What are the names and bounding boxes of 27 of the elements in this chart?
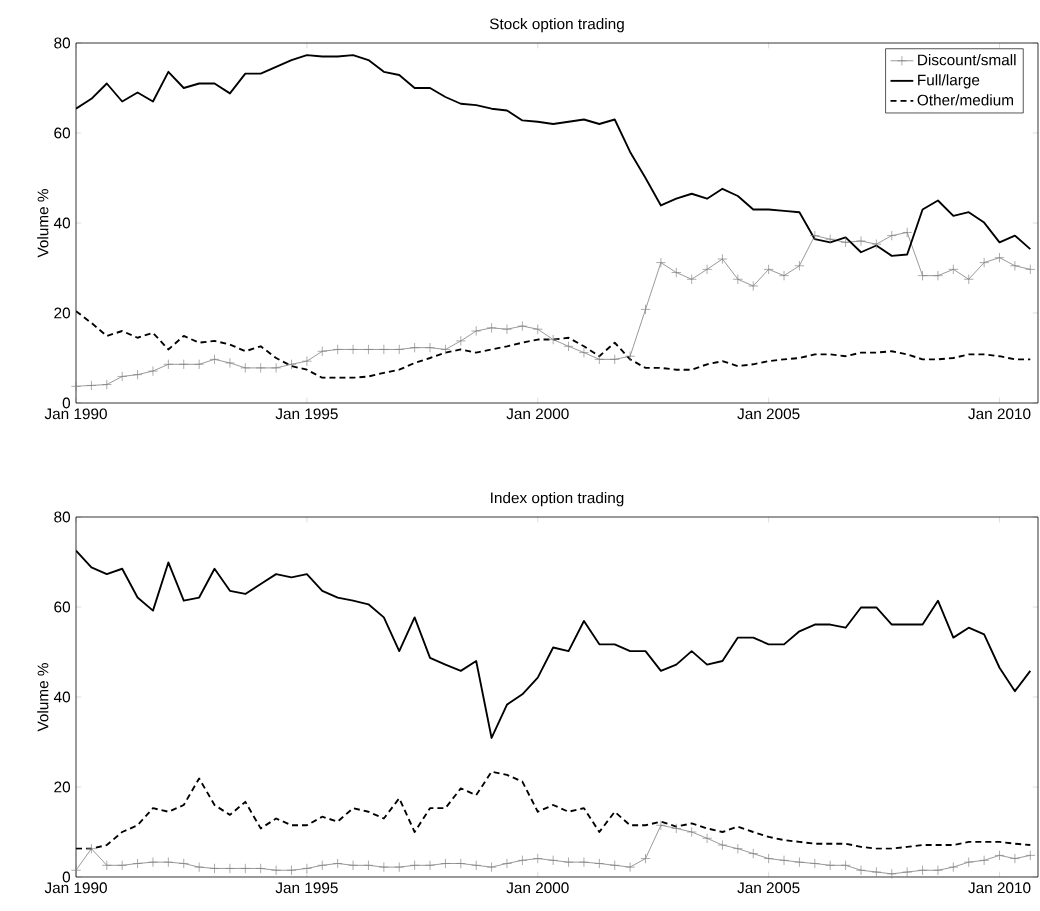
legend-label: Other/medium <box>917 94 1013 106</box>
x-tick-label: Jan 2010 <box>968 408 1031 420</box>
y-tick-label: 80 <box>54 37 71 49</box>
y-tick-label: 20 <box>54 307 71 319</box>
y-tick-label: 0 <box>62 397 71 409</box>
x-tick-label: Jan 1995 <box>275 882 338 894</box>
legend-label: Discount/small <box>918 54 1016 66</box>
y-tick-label: 40 <box>53 217 71 229</box>
y-tick-label: 60 <box>54 601 71 613</box>
y-axis-title: Volume % <box>37 663 49 732</box>
chart-title: Index option trading <box>491 492 624 507</box>
x-tick-label: Jan 2005 <box>737 882 800 894</box>
x-tick-label: Jan 1995 <box>275 408 338 420</box>
y-axis-title: Volume % <box>37 189 49 258</box>
x-tick-label: Jan 1990 <box>44 408 107 420</box>
chart-title: Stock option trading <box>489 18 624 33</box>
y-tick-label: 40 <box>53 691 71 703</box>
x-tick-label: Jan 2010 <box>968 882 1031 894</box>
legend-label: Full/large <box>918 74 980 89</box>
x-tick-label: Jan 2000 <box>506 408 569 420</box>
y-tick-label: 0 <box>62 871 71 883</box>
x-tick-label: Jan 1990 <box>44 882 107 894</box>
x-tick-label: Jan 2005 <box>737 408 800 420</box>
y-tick-label: 80 <box>54 511 71 523</box>
y-tick-label: 20 <box>54 781 71 793</box>
y-tick-label: 60 <box>54 127 71 139</box>
x-tick-label: Jan 2000 <box>506 882 569 894</box>
